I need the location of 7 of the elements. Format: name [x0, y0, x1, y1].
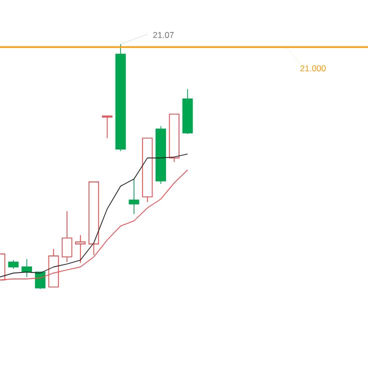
candlestick [128, 178, 140, 214]
candlestick [8, 260, 19, 270]
candlestick [75, 234, 86, 264]
annotation: 21.07 [153, 32, 174, 38]
text: 21.000 [300, 65, 326, 72]
candlestick [62, 210, 72, 262]
candlestick [115, 44, 126, 152]
